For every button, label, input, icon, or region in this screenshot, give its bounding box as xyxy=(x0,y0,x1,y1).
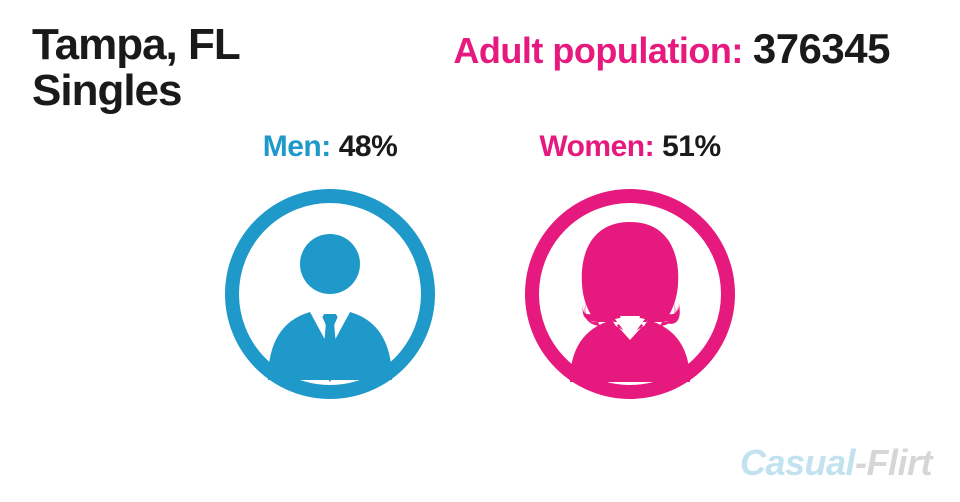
women-stat-row: Women: 51% xyxy=(539,130,720,164)
male-icon xyxy=(220,184,440,404)
watermark-suffix: -Flirt xyxy=(855,442,932,483)
men-percent: 48% xyxy=(339,130,398,164)
women-figure: Women: 51% xyxy=(520,130,740,404)
men-stat-row: Men: 48% xyxy=(263,130,398,164)
subtitle: Singles xyxy=(32,68,240,114)
women-label: Women: xyxy=(539,130,654,164)
header-right: Adult population: 376345 xyxy=(453,25,890,73)
women-percent: 51% xyxy=(662,130,721,164)
watermark-prefix: Casual xyxy=(740,442,855,483)
population-label: Adult population: xyxy=(453,30,742,72)
female-icon xyxy=(520,184,740,404)
location-title: Tampa, FL xyxy=(32,22,240,68)
figures-row: Men: 48% xyxy=(0,130,960,404)
men-figure: Men: 48% xyxy=(220,130,440,404)
men-label: Men: xyxy=(263,130,331,164)
watermark: Casual-Flirt xyxy=(740,442,932,484)
header-left: Tampa, FL Singles xyxy=(32,22,240,114)
population-value: 376345 xyxy=(753,25,890,73)
